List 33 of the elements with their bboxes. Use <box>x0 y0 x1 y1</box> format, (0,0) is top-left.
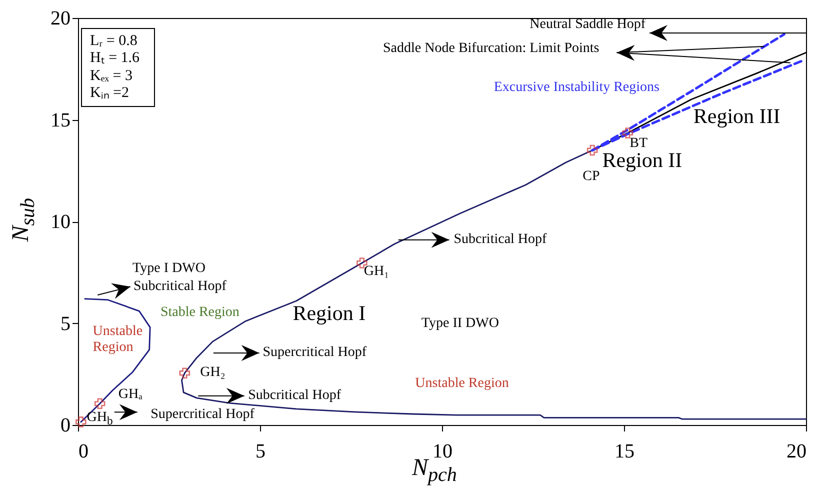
y-tick-label: 5 <box>60 312 70 335</box>
annotation: Subcritical Hopf <box>133 278 226 295</box>
annotation: Subcritical Hopf <box>248 388 342 404</box>
annotation: Saddle Node Bifurcation: Limit Points <box>383 40 600 57</box>
y-tick-label: 20 <box>50 8 70 30</box>
annotation: GH₂ <box>200 365 226 382</box>
annotation: Neutral Saddle Hopf <box>530 17 646 34</box>
annotation: GH$_{b}$ <box>86 410 113 428</box>
x-tick-label: 15 <box>614 440 634 462</box>
annotation: Supercritical Hopf <box>150 406 254 423</box>
y-tick-label: 15 <box>50 109 70 132</box>
annotation: Kᵢₙ =2 <box>90 84 130 102</box>
annotation: Unstable Region <box>415 376 509 392</box>
annotation: Region I <box>292 300 366 326</box>
annotation: Type I DWO <box>132 260 206 277</box>
annotation: Stable Region <box>160 305 240 322</box>
annotation: Region III <box>693 104 780 128</box>
annotation: CP <box>582 168 600 185</box>
y-tick-label: 10 <box>50 211 70 233</box>
annotation: Hₜ = 1.6 <box>90 50 140 68</box>
annotation: Kₑₓ = 3 <box>90 68 134 85</box>
annotation: Supercritical Hopf <box>262 344 366 361</box>
annotation: GH₁ <box>364 264 390 280</box>
y-tick-label: 0 <box>60 414 70 436</box>
x-tick-label: 20 <box>786 440 806 462</box>
annotation: Excursive Instability Regions <box>494 80 660 96</box>
x-tick-label: 0 <box>78 440 88 462</box>
annotation: Type II DWO <box>421 316 499 332</box>
annotation: GHₐ <box>118 387 142 404</box>
annotation: Subcritical Hopf <box>454 232 547 248</box>
annotation: Unstable Region <box>92 323 143 356</box>
x-tick-label: 5 <box>256 440 266 462</box>
annotation: Lᵣ = 0.8 <box>90 33 138 50</box>
